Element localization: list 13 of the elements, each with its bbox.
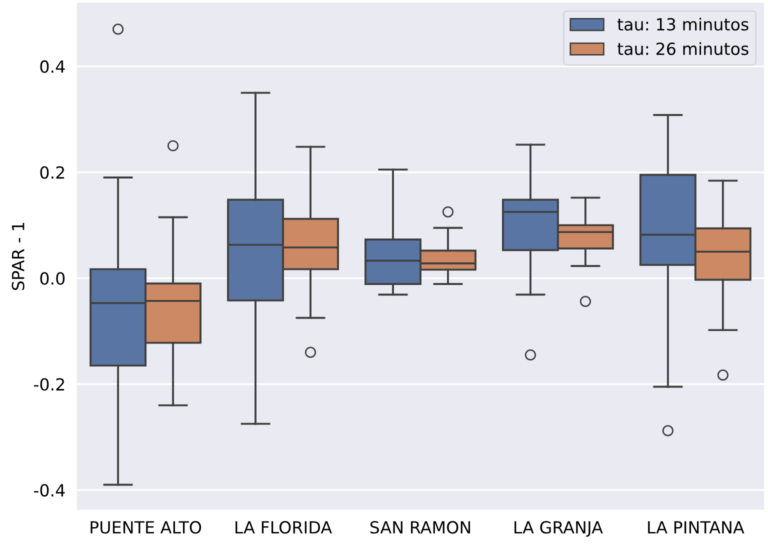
- x-tick-label: SAN RAMON: [370, 521, 470, 534]
- y-tick-label: -0.2: [34, 378, 64, 391]
- y-axis-title: SPAR - 1: [12, 222, 24, 290]
- x-tick-label: LA GRANJA: [514, 521, 603, 537]
- legend-label: tau: 13 minutos: [617, 18, 748, 31]
- legend-label: tau: 26 minutos: [617, 42, 748, 56]
- y-tick-label: 0.0: [40, 272, 65, 285]
- x-tick-label: LA FLORIDA: [236, 521, 332, 534]
- y-tick-label: 0.4: [40, 60, 65, 73]
- y-tick-label: -0.4: [34, 484, 65, 497]
- x-tick-label: PUENTE ALTO: [90, 521, 202, 534]
- y-tick-label: 0.2: [40, 166, 64, 179]
- x-tick-label: LA PINTANA: [648, 521, 744, 534]
